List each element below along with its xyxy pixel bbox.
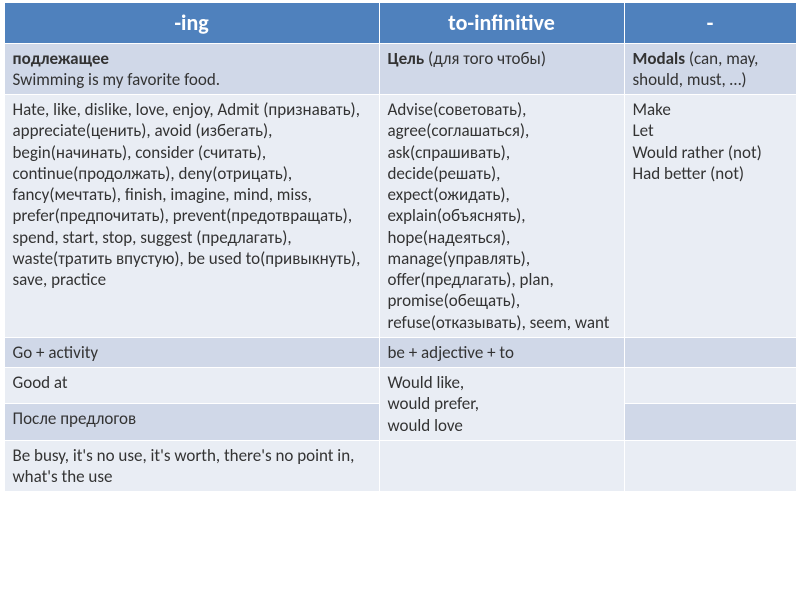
cell-ing: Be busy, it's no use, it's worth, there'… <box>4 440 379 492</box>
cell-ing: Hate, like, dislike, love, enjoy, Admit … <box>4 95 379 338</box>
cell-ing: подлежащее Swimming is my favorite food. <box>4 43 379 95</box>
cell-bare <box>624 440 796 492</box>
col-header-bare: - <box>624 3 796 44</box>
cell-ing: После предлогов <box>4 404 379 440</box>
cell-ing: Go + activity <box>4 337 379 367</box>
cell-bare: Modals (can, may, should, must, …) <box>624 43 796 95</box>
cell-inf: Would like, would prefer, would love <box>379 368 624 441</box>
table-row: Go + activity be + adjective + to <box>4 337 796 367</box>
cell-inf: Advise(советовать), agree(соглашаться), … <box>379 95 624 338</box>
cell-text: (для того чтобы) <box>424 48 546 69</box>
col-header-ing: -ing <box>4 3 379 44</box>
cell-bare <box>624 337 796 367</box>
table-row: Be busy, it's no use, it's worth, there'… <box>4 440 796 492</box>
grammar-table: -ing to-infinitive - подлежащее Swimming… <box>4 2 797 492</box>
table-row: Good at Would like, would prefer, would … <box>4 368 796 404</box>
cell-inf: Цель (для того чтобы) <box>379 43 624 95</box>
cell-inf: be + adjective + to <box>379 337 624 367</box>
table-row: Hate, like, dislike, love, enjoy, Admit … <box>4 95 796 338</box>
cell-inf <box>379 440 624 492</box>
cell-bold: Цель <box>388 48 425 69</box>
cell-bare: Make Let Would rather (not) Had better (… <box>624 95 796 338</box>
header-row: -ing to-infinitive - <box>4 3 796 44</box>
cell-bare <box>624 368 796 404</box>
table-row: подлежащее Swimming is my favorite food.… <box>4 43 796 95</box>
col-header-infinitive: to-infinitive <box>379 3 624 44</box>
cell-bold: подлежащее <box>13 48 109 69</box>
cell-ing: Good at <box>4 368 379 404</box>
cell-text: Swimming is my favorite food. <box>13 69 221 90</box>
cell-bold: Modals <box>633 48 685 69</box>
cell-bare <box>624 404 796 440</box>
